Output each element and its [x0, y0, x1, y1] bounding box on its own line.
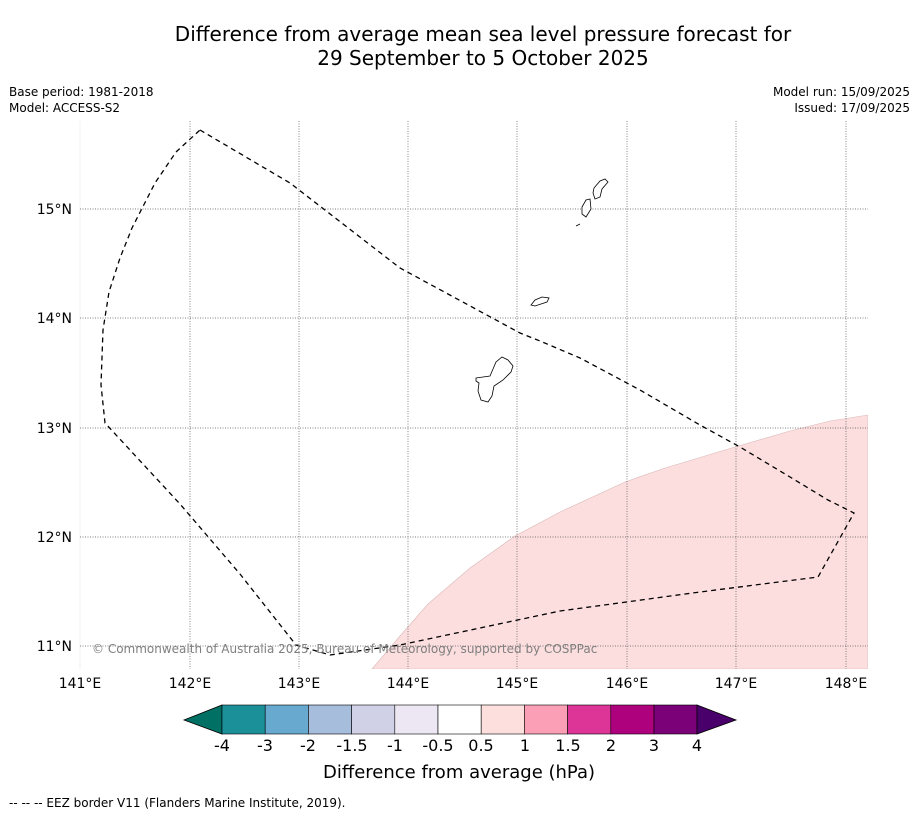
colorbar-segment — [480, 704, 525, 735]
colorbar-tick-label: -0.5 — [422, 736, 453, 755]
colorbar-tick-label: 2 — [606, 736, 616, 755]
colorbar-tick-labels: -4 -3 -2 -1.5 -1 -0.5 0.5 1 1.5 2 3 4 — [214, 736, 702, 755]
base-period: Base period: 1981-2018 — [9, 85, 154, 99]
copyright-notice: © Commonwealth of Australia 2025, Bureau… — [92, 642, 597, 656]
lat-label: 15°N — [37, 202, 72, 218]
colorbar-title: Difference from average (hPa) — [323, 762, 595, 783]
lon-label: 148°E — [825, 676, 868, 692]
chart-title: Difference from average mean sea level p… — [0, 22, 919, 70]
latitude-labels: 15°N 14°N 13°N 12°N 11°N — [37, 202, 72, 655]
lon-label: 141°E — [59, 676, 102, 692]
lon-label: 145°E — [496, 676, 539, 692]
colorbar: -4 -3 -2 -1.5 -1 -0.5 0.5 1 1.5 2 3 4 Di… — [182, 704, 738, 783]
eez-border — [100, 129, 855, 656]
longitude-labels: 141°E 142°E 143°E 144°E 145°E 146°E 147°… — [59, 676, 868, 692]
title-line-2: 29 September to 5 October 2025 — [317, 46, 649, 70]
meta-right: Model run: 15/09/2025 Issued: 17/09/2025 — [773, 84, 910, 116]
colorbar-segment — [308, 704, 352, 735]
island-saipan — [592, 178, 609, 200]
colorbar-tick-label: -1.5 — [336, 736, 367, 755]
colorbar-segment — [524, 704, 568, 735]
lat-label: 12°N — [37, 530, 72, 546]
colorbar-segment — [264, 704, 309, 735]
colorbar-segment — [653, 704, 698, 735]
colorbar-tick-label: -2 — [300, 736, 316, 755]
colorbar-tick-label: 1.5 — [555, 736, 580, 755]
lon-label: 144°E — [387, 676, 430, 692]
island-rota — [530, 296, 550, 307]
colorbar-tick-label: -4 — [214, 736, 230, 755]
lon-label: 143°E — [278, 676, 321, 692]
colorbar-segment — [221, 704, 266, 735]
colorbar-segment — [437, 704, 482, 735]
colorbar-tick-label: 0.5 — [468, 736, 493, 755]
colorbar-tick-label: 1 — [520, 736, 530, 755]
issued-date: Issued: 17/09/2025 — [794, 101, 910, 115]
colorbar-extend-high — [696, 704, 738, 735]
colorbar-segment — [394, 704, 439, 735]
colorbar-tick-label: -3 — [257, 736, 273, 755]
map-area: © Commonwealth of Australia 2025, Bureau… — [79, 121, 868, 669]
lon-label: 146°E — [606, 676, 649, 692]
colorbar-tick-label: 4 — [692, 736, 702, 755]
islands — [475, 178, 609, 403]
model-name: Model: ACCESS-S2 — [9, 101, 121, 115]
island-tinian — [581, 198, 592, 218]
meta-left: Base period: 1981-2018 Model: ACCESS-S2 — [9, 84, 154, 116]
title-line-1: Difference from average mean sea level p… — [174, 22, 792, 46]
colorbar-tick-label: -1 — [387, 736, 403, 755]
pressure-anomaly-area — [371, 414, 868, 669]
island-guam — [475, 356, 514, 403]
colorbar-segment — [567, 704, 612, 735]
lon-label: 147°E — [715, 676, 758, 692]
colorbar-segment — [351, 704, 396, 735]
colorbar-tick-label: 3 — [649, 736, 659, 755]
colorbar-segment — [610, 704, 655, 735]
lat-label: 13°N — [37, 421, 72, 437]
eez-footnote: -- -- -- EEZ border V11 (Flanders Marine… — [9, 796, 346, 810]
colorbar-extend-low — [182, 704, 223, 735]
model-run: Model run: 15/09/2025 — [772, 85, 910, 99]
island-aguijan — [575, 223, 581, 227]
lat-label: 11°N — [37, 639, 72, 655]
lon-label: 142°E — [169, 676, 212, 692]
lat-label: 14°N — [37, 311, 72, 327]
